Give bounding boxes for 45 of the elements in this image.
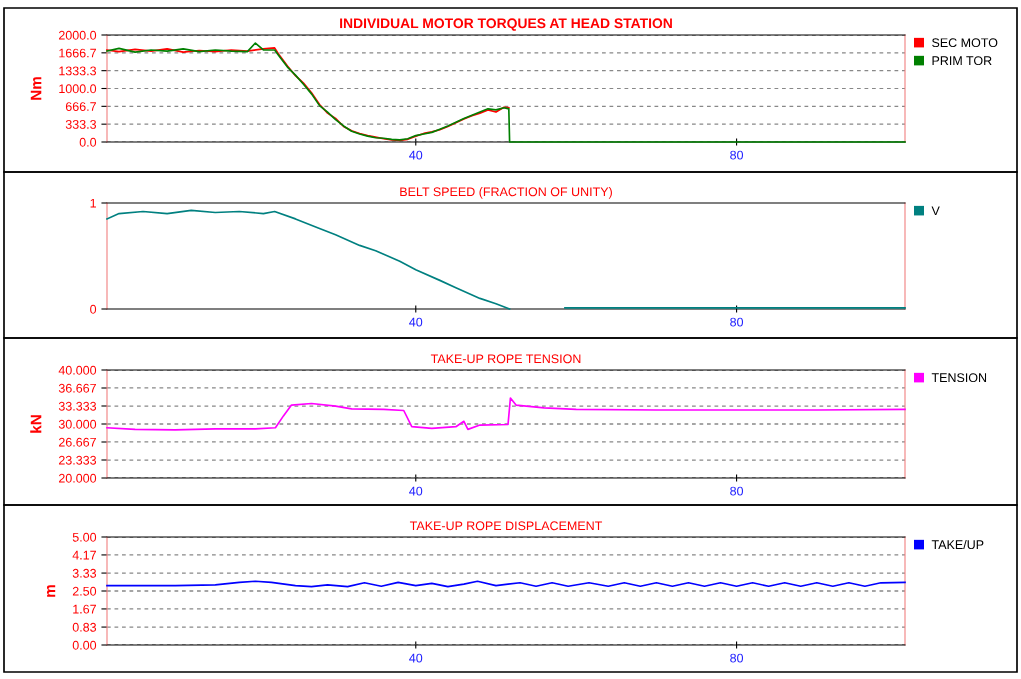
legend-label: SEC MOTO bbox=[932, 38, 998, 48]
chart-title: BELT SPEED (FRACTION OF UNITY) bbox=[400, 187, 612, 199]
x-tick-label: 80 bbox=[730, 653, 744, 663]
y-tick-label: 33.333 bbox=[58, 401, 97, 411]
y-tick-label: 40.000 bbox=[58, 365, 97, 375]
y-tick-label: 30.000 bbox=[58, 419, 97, 429]
y-tick-label: 0.83 bbox=[72, 622, 97, 632]
chart-title: TAKE-UP ROPE DISPLACEMENT bbox=[409, 521, 603, 531]
legend-label: TENSION bbox=[931, 373, 987, 383]
y-tick-label: 1.67 bbox=[73, 604, 96, 614]
y-axis-title: Nm bbox=[30, 77, 42, 100]
line-series bbox=[106, 47, 510, 142]
y-tick-label: 333.3 bbox=[65, 119, 97, 129]
legend-label: V bbox=[931, 206, 940, 216]
x-tick-label: 80 bbox=[730, 150, 744, 160]
x-tick-label: 40 bbox=[409, 486, 423, 496]
y-tick-label: 1333.3 bbox=[59, 66, 97, 76]
y-axis-title: kN bbox=[30, 415, 42, 433]
y-tick-label: 1 bbox=[90, 198, 96, 208]
x-tick-label: 40 bbox=[409, 653, 423, 663]
y-tick-label: 36.667 bbox=[58, 383, 96, 393]
y-tick-label: 0.00 bbox=[72, 640, 97, 650]
y-axis-title: m bbox=[46, 585, 56, 597]
x-tick-label: 40 bbox=[409, 317, 423, 327]
y-tick-label: 5.00 bbox=[72, 532, 97, 542]
legend-label: PRIM TOR bbox=[932, 56, 992, 66]
y-tick-label: 2000.0 bbox=[58, 30, 97, 40]
y-tick-label: 666.7 bbox=[65, 102, 96, 111]
y-tick-label: 4.17 bbox=[72, 550, 96, 560]
legend-label: TAKE/UP bbox=[931, 539, 984, 550]
y-tick-label: 26.667 bbox=[58, 437, 96, 447]
y-tick-label: 2.50 bbox=[72, 586, 97, 596]
x-tick-label: 80 bbox=[730, 486, 744, 496]
chart-title: TAKE-UP ROPE TENSION bbox=[430, 354, 581, 364]
y-tick-label: 1000.0 bbox=[59, 84, 97, 94]
y-tick-label: 3.33 bbox=[72, 568, 97, 578]
y-tick-label: 0 bbox=[90, 304, 97, 314]
x-tick-label: 40 bbox=[409, 150, 423, 160]
y-tick-label: 1666.7 bbox=[59, 48, 96, 58]
y-tick-label: 0.0 bbox=[79, 137, 97, 147]
line-series bbox=[106, 397, 906, 431]
y-tick-label: 23.333 bbox=[58, 455, 97, 465]
chart-title: INDIVIDUAL MOTOR TORQUES AT HEAD STATION bbox=[340, 18, 672, 31]
y-tick-label: 20.000 bbox=[58, 473, 97, 483]
x-tick-label: 80 bbox=[730, 317, 744, 327]
